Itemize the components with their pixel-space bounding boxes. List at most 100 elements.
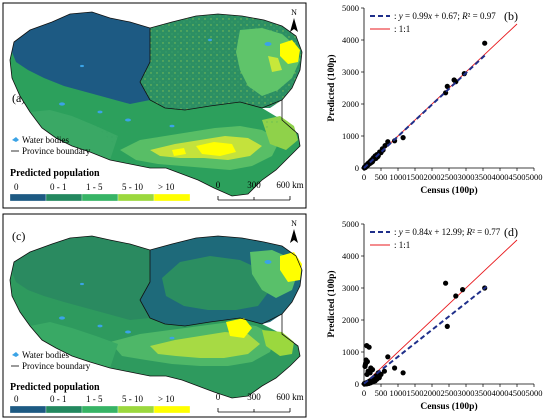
map-frame	[2, 213, 307, 418]
scale-tick-600: 600 km	[276, 180, 303, 190]
hotspot-xining	[280, 252, 302, 282]
data-point	[392, 365, 398, 371]
map-legend: Water bodies Province boundary Predicted…	[9, 135, 191, 202]
scale-tick-300: 300	[247, 392, 261, 402]
legend-title: Predicted population	[10, 168, 100, 179]
legend-fit-label: : y = 0.99x + 0.67; R² = 0.97	[394, 11, 496, 21]
y-tick-label: 5000	[342, 3, 359, 13]
data-point	[460, 287, 466, 293]
legend-swatch	[117, 405, 155, 414]
data-point	[482, 40, 488, 46]
hotspot-lhasa	[226, 318, 252, 338]
north-arrow: N	[290, 219, 298, 243]
legend-class-label: 1 - 5	[86, 394, 103, 404]
map-region	[9, 235, 303, 399]
scale-tick-600: 600 km	[276, 392, 303, 402]
data-point	[385, 354, 391, 360]
y-tick-label: 1000	[342, 131, 359, 141]
x-tick-label: 3500	[475, 172, 492, 182]
y-tick-label: 0	[355, 379, 359, 389]
legend-boundary-label: Province boundary	[22, 146, 91, 156]
legend-swatch	[117, 193, 155, 202]
scatter-panel-d: (d)0 500 1000 1500 2000 2500 3000 3500 4000 4500 5…	[326, 219, 543, 412]
map-panel-a: (a)	[2, 2, 307, 209]
map-region	[9, 11, 303, 197]
one-to-one-line	[363, 239, 518, 385]
province-boundary-line	[139, 28, 283, 111]
legend-class-label: 0 - 1	[50, 182, 67, 192]
legend-water-label: Water bodies	[22, 135, 70, 145]
legend-water-label: Water bodies	[22, 350, 70, 360]
data-point	[444, 83, 450, 89]
x-tick-label: 1500	[407, 388, 424, 398]
scale-tick-0: 0	[216, 392, 221, 402]
x-tick-label: 2000	[424, 388, 441, 398]
map-panel-c: (c) N	[2, 213, 307, 418]
x-tick-label: 4500	[509, 172, 526, 182]
x-axis-label: Census (100p)	[420, 401, 477, 412]
data-point	[362, 363, 368, 369]
hotspot-xining	[280, 40, 300, 64]
region-uninhabited	[12, 12, 150, 104]
north-arrow-icon	[290, 18, 298, 32]
legend-class-label: 5 - 10	[122, 394, 143, 404]
legend-class-label: > 10	[158, 182, 175, 192]
scale-bar: 0 300 600 km	[216, 180, 304, 201]
lake	[59, 102, 65, 106]
map-legend: Water bodies Province boundary Predicted…	[9, 350, 191, 414]
y-axis-label: Predicted (100p)	[326, 54, 337, 121]
data-point	[366, 344, 372, 350]
scale-bar: 0 300 600 km	[216, 392, 304, 413]
scale-tick-0: 0	[216, 180, 221, 190]
hotspot-lhasa	[196, 142, 236, 156]
data-point	[453, 293, 459, 299]
legend-fit-label-part: R	[466, 227, 473, 237]
x-tick-label: 0	[362, 388, 366, 398]
x-tick-label: 500	[375, 172, 388, 182]
legend-class-label: 0	[14, 394, 19, 404]
water-bodies-icon	[12, 352, 19, 357]
legend-swatch	[81, 405, 119, 414]
legend-fit-label-part: + 0.67;	[432, 11, 462, 21]
legend-fit-label-part: R	[461, 11, 468, 21]
y-tick-label: 1000	[342, 347, 359, 357]
legend-swatch	[153, 405, 191, 414]
legend-class-label: 1 - 5	[86, 182, 103, 192]
legend-fit-label-part: ² = 0.97	[468, 11, 497, 21]
scale-tick-300: 300	[247, 180, 261, 190]
y-tick-label: 4000	[342, 35, 359, 45]
map-frame	[2, 2, 307, 209]
legend-swatches: 0 0 - 1 1 - 5 5 - 10 > 10	[9, 182, 191, 202]
legend-boundary-label: Province boundary	[22, 361, 91, 371]
y-tick-label: 3000	[342, 67, 359, 77]
legend-one-to-one-text: 1:1	[399, 240, 411, 250]
legend-swatch	[45, 405, 83, 414]
legend-fit-label-part: = 0.99	[403, 11, 429, 21]
regression-fit-line	[363, 286, 488, 385]
panel-label: (d)	[504, 225, 518, 239]
x-tick-label: 2500	[441, 388, 458, 398]
x-tick-label: 4500	[509, 388, 526, 398]
province-boundary-line	[139, 250, 283, 327]
x-tick-label: 3000	[458, 172, 475, 182]
legend-swatch	[153, 193, 191, 202]
y-tick-label: 2000	[342, 99, 359, 109]
legend-fit-label: : y = 0.84x + 12.99; R² = 0.77	[394, 227, 501, 237]
legend-class-label: 5 - 10	[122, 182, 143, 192]
legend-swatch	[45, 193, 83, 202]
legend-class-label: > 10	[158, 394, 175, 404]
legend-fit-label-part: ² = 0.77	[472, 227, 501, 237]
panel-label: (c)	[12, 229, 25, 243]
legend-fit-label-part: x	[427, 227, 432, 237]
north-label: N	[291, 219, 297, 228]
legend-class-label: 0	[14, 182, 19, 192]
x-tick-label: 5000	[526, 172, 543, 182]
legend-one-to-one-colon: :	[394, 240, 399, 250]
x-tick-label: 0	[362, 172, 366, 182]
x-tick-label: 1500	[407, 172, 424, 182]
x-tick-label: 5000	[526, 388, 543, 398]
legend-one-to-one-colon: :	[394, 24, 399, 34]
data-point	[364, 371, 370, 377]
x-tick-label: 3000	[458, 388, 475, 398]
north-arrow-icon	[290, 229, 298, 243]
